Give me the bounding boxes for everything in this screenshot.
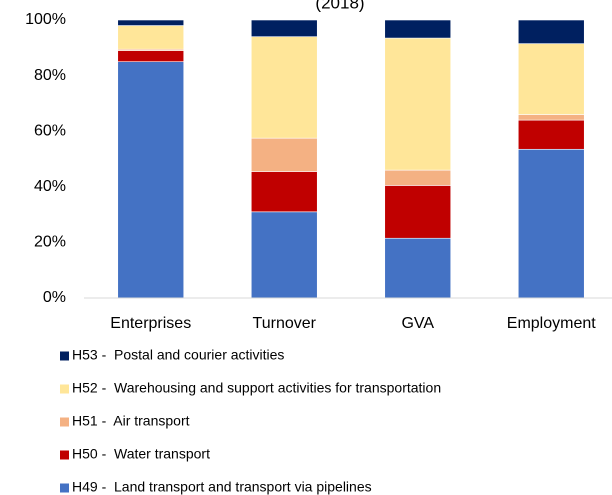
legend-swatch [60,417,69,427]
bar-segment [384,169,452,186]
y-tick-label: 100% [25,11,66,28]
bar-segment [517,148,585,299]
y-tick-label: 20% [34,234,66,251]
bar-segment [517,114,585,121]
bar-segment [384,237,452,299]
legend-label: H52 - Warehousing and support activities… [72,380,441,396]
legend-swatch [60,351,69,361]
bar-segment [384,19,452,39]
x-tick-label: Enterprises [110,315,191,332]
bar-segment [517,43,585,115]
legend-swatch [60,483,69,493]
x-tick-label: Employment [507,315,596,332]
bar-segment [250,137,318,172]
y-tick-label: 80% [34,67,66,84]
bar-segment [517,19,585,44]
bar-segment [384,185,452,239]
bar-segment [117,19,185,26]
y-tick-label: 40% [34,178,66,195]
legend-swatch [60,384,69,394]
bar-segment [117,25,185,50]
legend-label: H53 - Postal and courier activities [72,347,284,363]
x-tick-label: Turnover [253,315,317,332]
bar-segment [117,50,185,62]
bar-segment [250,171,318,213]
legend-label: H49 - Land transport and transport via p… [72,479,372,495]
legend-label: H51 - Air transport [72,413,190,429]
legend-swatch [60,450,69,460]
bar-segment [250,19,318,37]
y-tick-label: 0% [43,289,66,306]
bar-segment [250,36,318,139]
x-tick-label: GVA [401,315,434,332]
chart-title: (2018) [315,0,364,12]
bar-segment [117,61,185,299]
legend-label: H50 - Water transport [72,446,210,462]
y-tick-label: 60% [34,122,66,139]
bar-segment [250,211,318,299]
bar-segment [517,119,585,150]
bar-segment [384,37,452,171]
